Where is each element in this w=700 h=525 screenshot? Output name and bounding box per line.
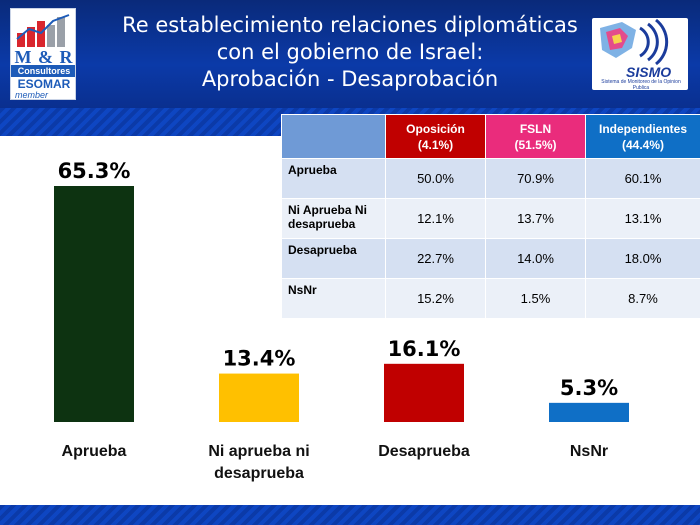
- table-corner-cell: [281, 114, 386, 159]
- sismo-brand-text: SISMO: [626, 64, 672, 80]
- cell-value: 50.0%: [385, 158, 486, 199]
- logo-member-text: member: [15, 90, 49, 100]
- cell-value: 70.9%: [485, 158, 586, 199]
- logo-consultores-text: Consultores: [11, 65, 75, 77]
- header-oposicion: Oposición (4.1%): [385, 114, 486, 159]
- data-label: 16.1%: [388, 337, 461, 361]
- title-line-3: Aprobación - Desaprobación: [201, 67, 499, 91]
- bar-chart-icon: [16, 14, 70, 47]
- category-label: NsNr: [570, 443, 608, 460]
- header-name: FSLN: [519, 121, 552, 136]
- cell-value: 1.5%: [485, 278, 586, 319]
- header-fsln: FSLN (51.5%): [485, 114, 586, 159]
- table-row: NsNr 15.2% 1.5% 8.7%: [281, 278, 700, 319]
- data-label: 65.3%: [58, 159, 131, 183]
- title-line-2: con el gobierno de Israel:: [216, 40, 484, 64]
- category-label: Aprueba: [62, 443, 127, 460]
- header-independientes: Independientes (44.4%): [585, 114, 700, 159]
- category-label: Desaprueba: [378, 443, 470, 460]
- logo-brand-text: M & R: [14, 47, 74, 67]
- cell-value: 13.1%: [585, 198, 700, 239]
- sismo-subtitle: Sistema de Monitoreo de la Opinion Publi…: [601, 79, 681, 90]
- row-label: Desaprueba: [281, 238, 386, 279]
- category-label: Ni aprueba ni: [208, 443, 309, 460]
- header-name: Oposición: [406, 121, 465, 136]
- row-label: Aprueba: [281, 158, 386, 199]
- header-pct: (4.1%): [417, 137, 454, 152]
- map-signal-icon: [600, 18, 669, 66]
- table-row: Aprueba 50.0% 70.9% 60.1%: [281, 158, 700, 199]
- cell-value: 13.7%: [485, 198, 586, 239]
- cell-value: 60.1%: [585, 158, 700, 199]
- cell-value: 18.0%: [585, 238, 700, 279]
- cell-value: 8.7%: [585, 278, 700, 319]
- cell-value: 15.2%: [385, 278, 486, 319]
- row-label: NsNr: [281, 278, 386, 319]
- bar-aprueba: [54, 186, 134, 422]
- logo-esomar-text: ESOMAR: [17, 77, 71, 91]
- cell-value: 22.7%: [385, 238, 486, 279]
- header-name: Independientes: [598, 121, 687, 136]
- segment-table: Oposición (4.1%) FSLN (51.5%) Independie…: [281, 114, 700, 319]
- bar-desaprueba: [384, 363, 464, 422]
- header-pct: (44.4%): [621, 137, 665, 152]
- bar-nsnr: [549, 402, 629, 422]
- title-line-1: Re establecimiento relaciones diplomátic…: [122, 13, 578, 37]
- header-bar: M & R Consultores ESOMAR member Re estab…: [0, 0, 700, 108]
- category-label: desaprueba: [214, 465, 304, 482]
- decorative-band-bottom: [0, 505, 700, 525]
- cell-value: 12.1%: [385, 198, 486, 239]
- cell-value: 14.0%: [485, 238, 586, 279]
- bar-ni-aprueba-ni-desaprueba: [219, 373, 299, 422]
- table-row: Desaprueba 22.7% 14.0% 18.0%: [281, 238, 700, 279]
- page-title: Re establecimiento relaciones diplomátic…: [110, 12, 590, 93]
- mr-consultores-logo: M & R Consultores ESOMAR member: [10, 8, 76, 100]
- row-label: Ni Aprueba Ni desaprueba: [281, 198, 386, 239]
- sismo-logo: SISMO Sistema de Monitoreo de la Opinion…: [592, 18, 688, 90]
- data-label: 13.4%: [223, 347, 296, 371]
- table-row: Ni Aprueba Ni desaprueba 12.1% 13.7% 13.…: [281, 198, 700, 239]
- data-label: 5.3%: [560, 376, 618, 400]
- header-pct: (51.5%): [514, 137, 557, 152]
